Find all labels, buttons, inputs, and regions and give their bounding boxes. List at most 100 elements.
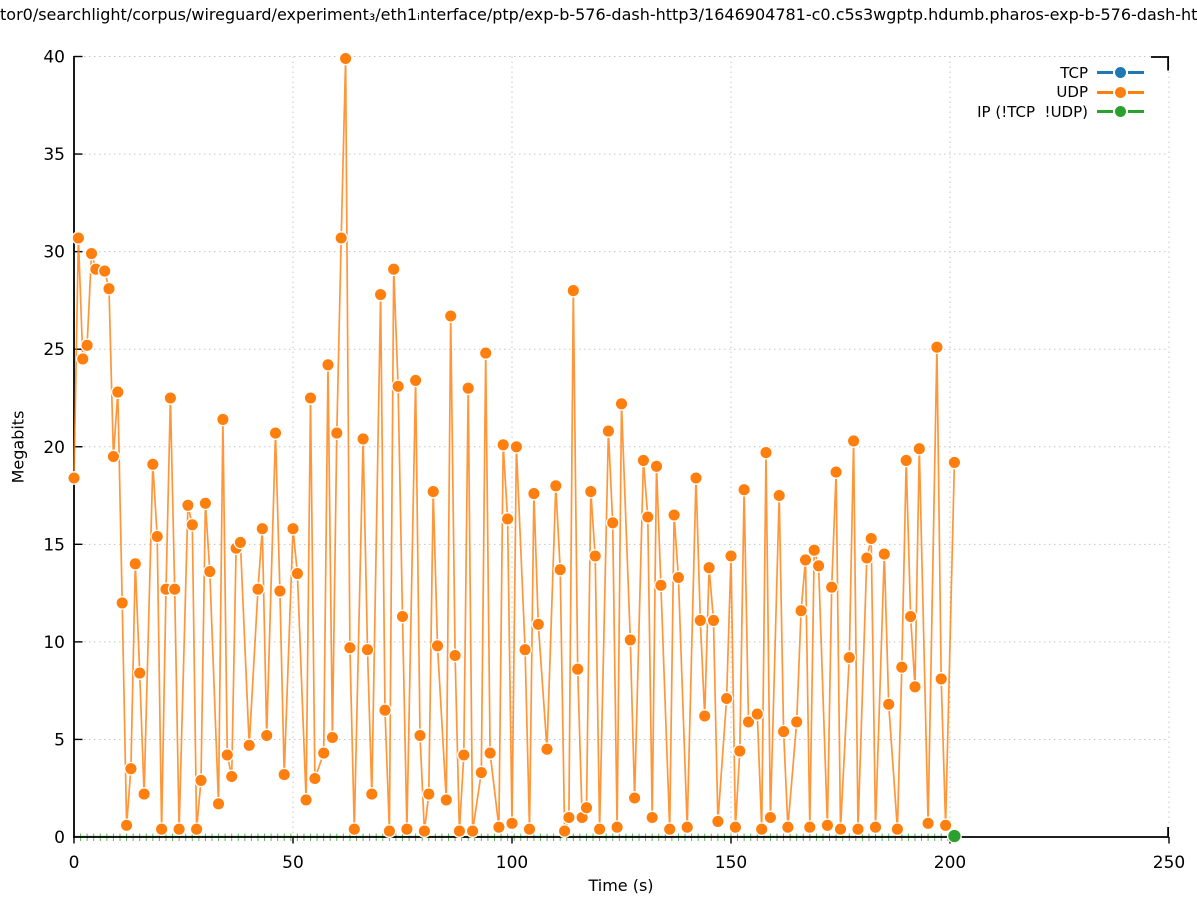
udp-data-point xyxy=(286,521,300,536)
udp-data-point xyxy=(522,822,537,837)
udp-data-point xyxy=(75,352,90,366)
udp-data-point xyxy=(84,246,99,261)
udp-data-point xyxy=(531,617,546,632)
udp-data-point xyxy=(562,810,576,825)
udp-data-point xyxy=(671,570,686,585)
udp-data-point xyxy=(413,728,427,743)
udp-data-point xyxy=(154,822,169,837)
udp-line-swatch xyxy=(1128,90,1144,94)
udp-data-point xyxy=(737,482,751,497)
udp-data-point xyxy=(518,642,532,657)
udp-data-point xyxy=(364,787,379,801)
udp-data-point xyxy=(290,566,305,581)
udp-data-point xyxy=(842,650,857,665)
udp-data-point xyxy=(233,535,248,550)
udp-data-point xyxy=(610,820,624,835)
udp-data-point xyxy=(242,738,257,753)
udp-data-point xyxy=(378,703,392,718)
udp-data-point xyxy=(802,820,817,835)
udp-line-swatch xyxy=(1097,90,1113,94)
x-tick-label: 250 xyxy=(1153,853,1185,873)
y-tick-label: 30 xyxy=(43,243,65,263)
ip-data-point xyxy=(946,828,962,844)
udp-data-point xyxy=(224,769,239,784)
udp-data-point xyxy=(868,820,883,835)
y-tick-label: 5 xyxy=(54,730,65,750)
y-tick-label: 35 xyxy=(43,145,65,165)
udp-data-point xyxy=(540,742,554,757)
udp-data-point xyxy=(627,791,642,805)
udp-data-point xyxy=(605,515,620,530)
udp-data-point xyxy=(273,584,287,598)
udp-data-point xyxy=(465,824,480,838)
udp-data-point xyxy=(71,231,86,245)
udp-data-point xyxy=(110,385,125,399)
udp-data-point xyxy=(505,816,519,831)
udp-data-point xyxy=(548,478,563,493)
udp-data-point xyxy=(930,340,944,355)
udp-data-point xyxy=(553,562,568,577)
udp-data-point xyxy=(877,547,892,561)
udp-data-point xyxy=(185,517,200,532)
udp-data-point xyxy=(483,746,497,760)
udp-data-point xyxy=(189,822,204,837)
udp-data-point xyxy=(382,824,397,838)
udp-data-point xyxy=(259,728,274,743)
x-tick-label: 50 xyxy=(282,853,304,873)
udp-data-point xyxy=(719,691,734,706)
udp-data-point xyxy=(509,439,524,454)
udp-data-point xyxy=(430,638,445,653)
chart-title: tor0/searchlight/corpus/wireguard/experi… xyxy=(0,5,1197,24)
y-tick-label: 10 xyxy=(43,633,65,653)
udp-data-point xyxy=(706,613,721,628)
frame-corner-top-right xyxy=(1151,56,1169,71)
legend-label-udp: UDP xyxy=(1056,83,1088,102)
udp-data-point xyxy=(890,822,905,837)
udp-data-point xyxy=(303,391,318,405)
udp-data-point xyxy=(426,484,441,499)
udp-data-point xyxy=(846,434,861,448)
udp-data-point xyxy=(763,810,778,825)
udp-data-point xyxy=(680,820,695,835)
udp-data-point xyxy=(132,666,147,680)
legend: TCP UDP IP (!TCP !UDP) xyxy=(977,63,1148,122)
udp-data-point xyxy=(145,457,160,472)
udp-data-point xyxy=(338,51,353,66)
udp-data-point xyxy=(255,521,270,536)
udp-data-point xyxy=(115,596,130,610)
udp-data-point xyxy=(119,818,134,833)
udp-data-point xyxy=(702,560,716,575)
udp-data-point xyxy=(662,822,677,837)
udp-data-point xyxy=(421,787,436,801)
udp-data-point xyxy=(277,767,292,782)
udp-data-point xyxy=(137,787,151,801)
udp-data-point xyxy=(220,748,235,762)
udp-data-point xyxy=(128,556,143,571)
udp-data-point xyxy=(772,488,787,503)
udp-data-point xyxy=(474,765,489,780)
udp-data-point xyxy=(216,412,230,427)
udp-data-point xyxy=(557,824,572,838)
udp-data-point xyxy=(360,642,375,657)
udp-data-point xyxy=(820,818,835,833)
x-tick-label: 100 xyxy=(496,853,528,873)
legend-row-udp: UDP xyxy=(977,83,1148,103)
udp-data-point xyxy=(395,609,410,624)
udp-data-point xyxy=(938,818,953,833)
udp-data-point xyxy=(811,558,826,573)
udp-data-point xyxy=(334,231,349,245)
udp-data-point xyxy=(912,441,927,456)
legend-label-tcp: TCP xyxy=(1060,63,1088,82)
udp-data-point xyxy=(654,578,668,593)
udp-data-point xyxy=(492,820,506,835)
udp-data-point xyxy=(807,543,822,558)
udp-data-point xyxy=(697,709,712,723)
udp-data-point xyxy=(781,820,795,835)
udp-data-point xyxy=(150,529,165,544)
udp-data-point xyxy=(583,484,598,499)
udp-data-point xyxy=(667,508,681,522)
udp-data-point xyxy=(386,262,401,277)
udp-data-point xyxy=(443,309,458,323)
udp-data-point xyxy=(500,512,515,526)
